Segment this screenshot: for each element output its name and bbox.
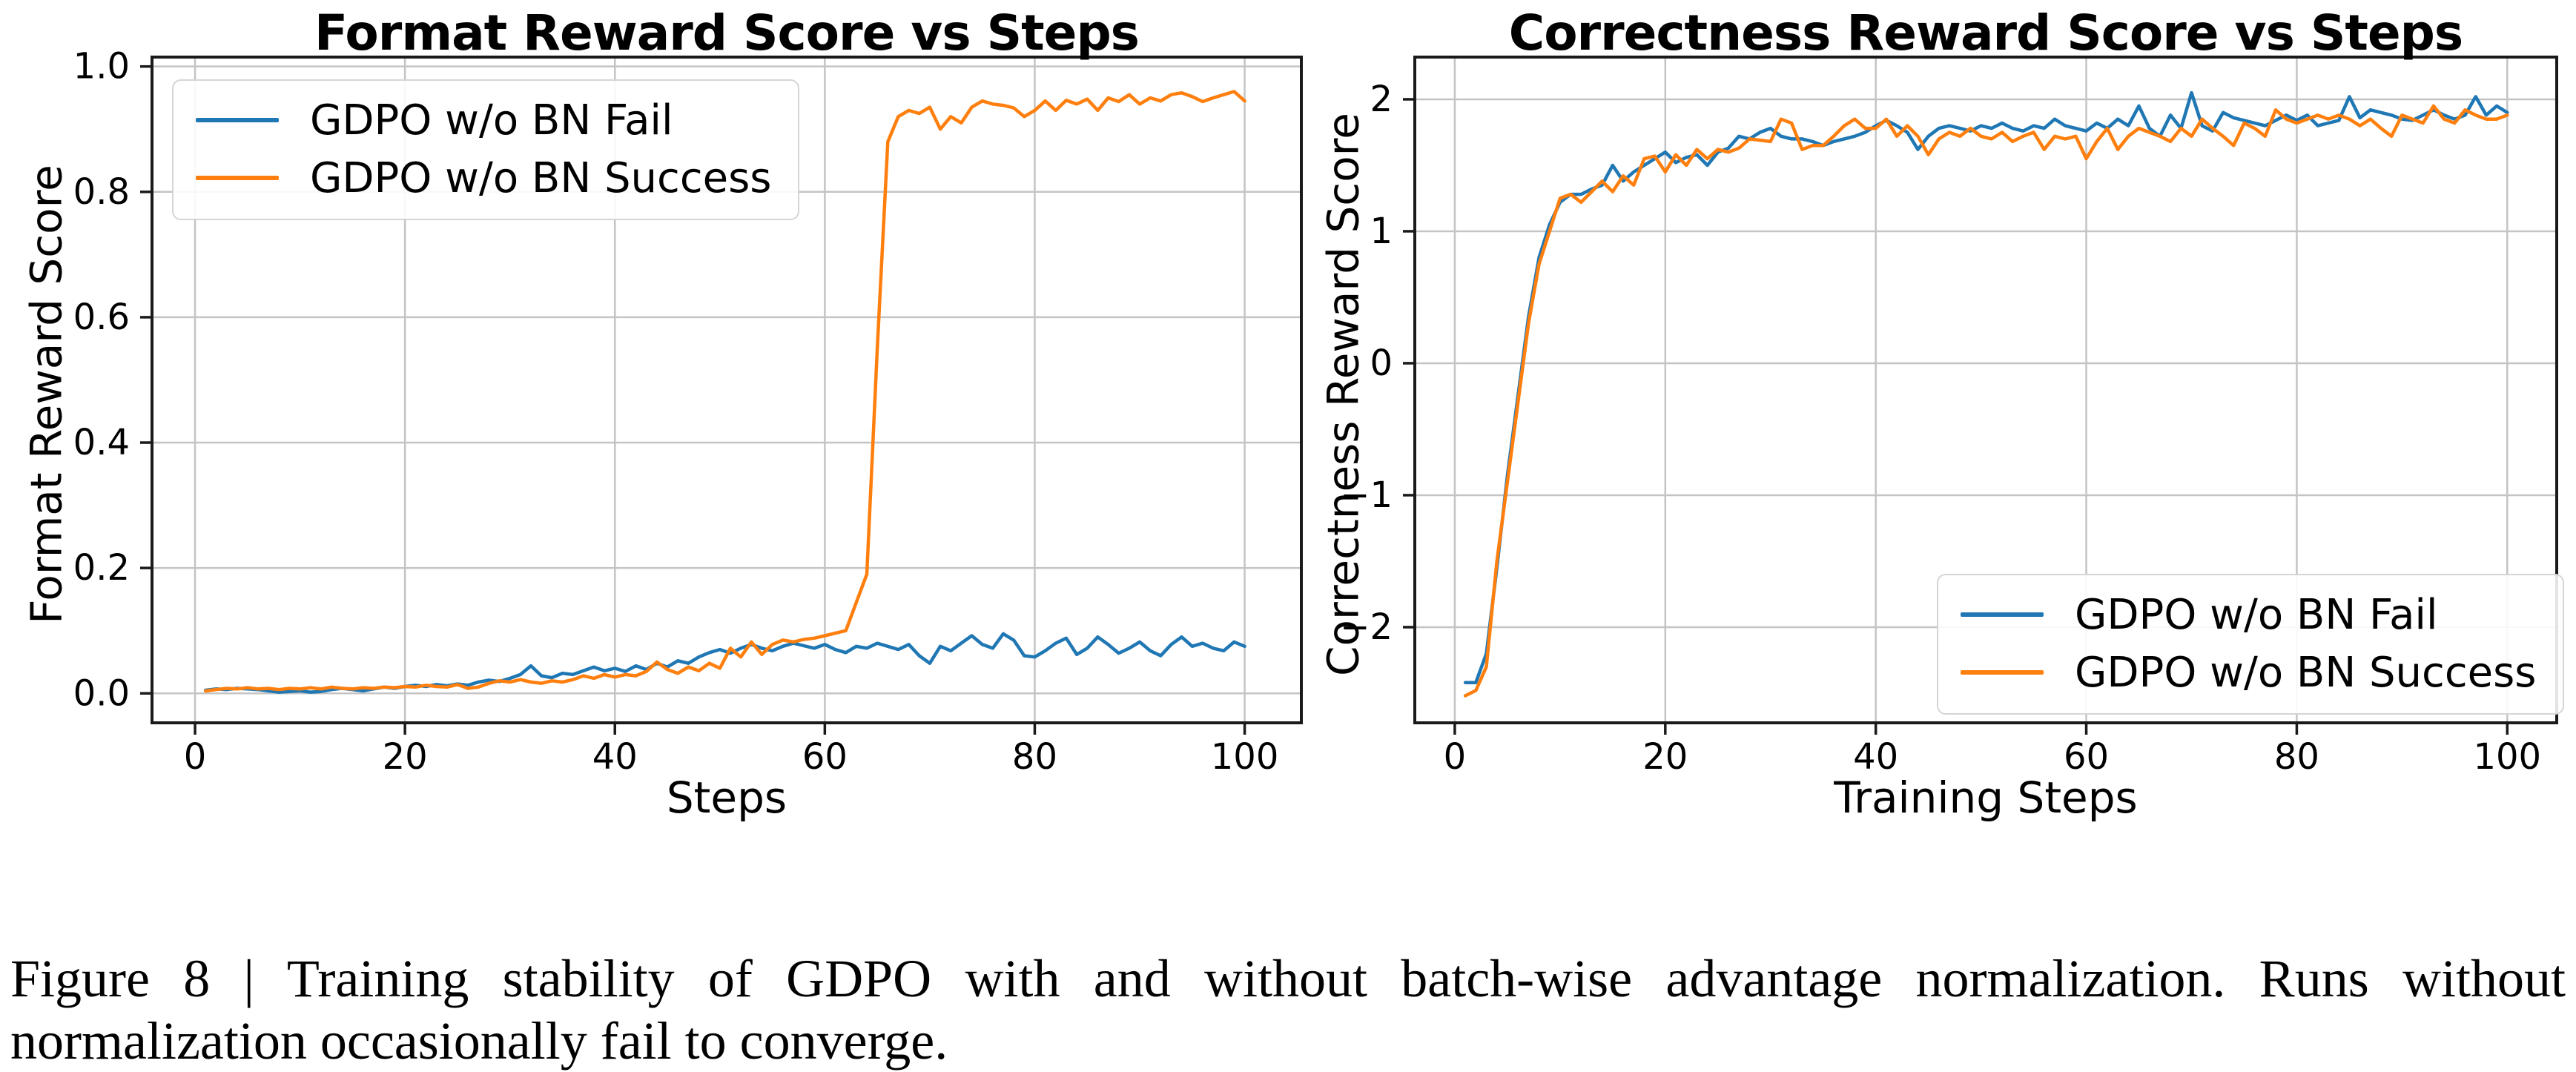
svg-text:80: 80 [2274, 736, 2319, 778]
svg-text:0: 0 [184, 736, 207, 778]
fail-line-swatch [1961, 612, 2044, 617]
svg-text:0.0: 0.0 [73, 672, 130, 714]
right-chart-x-axis-label: Training Steps [1834, 772, 2138, 823]
success-line-swatch [1961, 670, 2044, 675]
svg-text:60: 60 [802, 736, 848, 778]
legend-label-success: GDPO w/o BN Success [310, 153, 772, 202]
right-chart-legend: GDPO w/o BN Fail GDPO w/o BN Success [1937, 574, 2565, 715]
legend-label-success: GDPO w/o BN Success [2075, 648, 2537, 697]
figure-caption: Figure 8 | Training stability of GDPO wi… [10, 947, 2566, 1072]
left-chart-x-axis-label: Steps [666, 772, 787, 823]
svg-text:40: 40 [1853, 736, 1898, 778]
success-line-swatch [196, 176, 279, 180]
svg-text:100: 100 [1211, 736, 1279, 778]
svg-text:80: 80 [1012, 736, 1057, 778]
legend-item-success: GDPO w/o BN Success [196, 149, 771, 207]
svg-text:20: 20 [383, 736, 428, 778]
svg-text:100: 100 [2473, 736, 2541, 778]
svg-text:0.4: 0.4 [73, 422, 130, 463]
right-chart-y-axis-label: Correctness Reward Score [1318, 113, 1369, 676]
legend-item-success: GDPO w/o BN Success [1961, 643, 2536, 701]
svg-text:20: 20 [1642, 736, 1688, 778]
svg-text:60: 60 [2064, 736, 2109, 778]
fail-line-swatch [196, 118, 279, 122]
right-chart-title: Correctness Reward Score vs Steps [1508, 4, 2463, 62]
legend-label-fail: GDPO w/o BN Fail [310, 96, 673, 145]
caption-line-2: normalization occasionally fail to conve… [10, 1011, 948, 1071]
svg-text:0: 0 [1444, 736, 1467, 778]
svg-text:0: 0 [1370, 343, 1393, 384]
svg-text:1.0: 1.0 [73, 46, 130, 87]
svg-text:0.8: 0.8 [73, 171, 130, 213]
svg-text:0.6: 0.6 [73, 297, 130, 338]
legend-item-fail: GDPO w/o BN Fail [1961, 586, 2536, 643]
svg-text:1: 1 [1370, 211, 1393, 252]
legend-item-fail: GDPO w/o BN Fail [196, 91, 771, 149]
caption-line-1: Figure 8 | Training stability of GDPO wi… [10, 949, 2566, 1008]
svg-text:0.2: 0.2 [73, 547, 130, 589]
legend-label-fail: GDPO w/o BN Fail [2075, 590, 2438, 639]
left-chart-title: Format Reward Score vs Steps [314, 4, 1140, 62]
svg-text:−1: −1 [1340, 474, 1393, 516]
svg-text:40: 40 [592, 736, 638, 778]
svg-text:−2: −2 [1340, 606, 1393, 648]
left-chart-y-axis-label: Format Reward Score [21, 165, 72, 624]
left-chart-legend: GDPO w/o BN Fail GDPO w/o BN Success [172, 79, 800, 220]
svg-text:2: 2 [1370, 79, 1393, 120]
